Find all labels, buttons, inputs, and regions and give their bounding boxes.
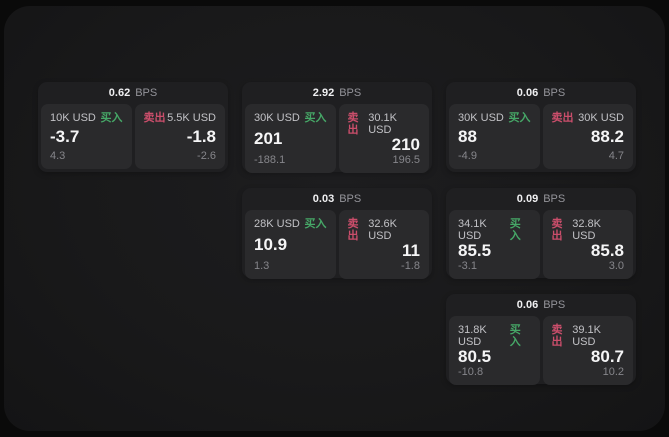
- buy-delta: -188.1: [254, 154, 286, 166]
- bps-value: 0.06: [516, 299, 539, 311]
- bps-unit-label: BPS: [339, 87, 362, 99]
- buy-panel[interactable]: 31.8K USD 买入 80.5 -10.8: [449, 316, 540, 385]
- buy-amount: 30K USD: [458, 112, 504, 124]
- buy-side-label: 买入: [508, 112, 531, 124]
- sell-delta: 10.2: [602, 366, 624, 378]
- quote-card: 0.09 BPS 34.1K USD 买入 85.5 -3.1 卖出 32.8K…: [446, 188, 636, 279]
- buy-panel[interactable]: 34.1K USD 买入 85.5 -3.1: [449, 210, 540, 279]
- sell-side-label: 卖出: [347, 218, 359, 242]
- sell-panel[interactable]: 卖出 30K USD 88.2 4.7: [542, 104, 633, 169]
- sell-amount: 32.6K USD: [368, 218, 397, 242]
- sell-delta: -1.8: [401, 260, 420, 272]
- quote-card: 0.06 BPS 30K USD 买入 88 -4.9 卖出 30K USD 8…: [446, 82, 636, 172]
- buy-amount: 31.8K USD: [458, 324, 487, 348]
- bps-header: 0.06 BPS: [446, 82, 636, 104]
- bps-unit-label: BPS: [543, 87, 566, 99]
- buy-delta: -10.8: [458, 366, 484, 378]
- sell-price: 85.8: [590, 241, 624, 260]
- bps-value: 0.06: [516, 87, 539, 99]
- sell-delta: -2.6: [197, 150, 216, 162]
- buy-delta: -3.1: [458, 260, 477, 272]
- buy-amount: 28K USD: [254, 218, 300, 230]
- buy-amount: 34.1K USD: [458, 218, 487, 242]
- sell-side-label: 卖出: [551, 112, 574, 124]
- sell-amount: 30K USD: [578, 112, 624, 124]
- bps-value: 2.92: [312, 87, 335, 99]
- bps-header: 0.09 BPS: [446, 188, 636, 210]
- buy-price: -3.7: [50, 127, 80, 146]
- bps-unit-label: BPS: [135, 87, 158, 99]
- buy-side-label: 买入: [509, 324, 521, 348]
- sell-price: 11: [402, 241, 420, 260]
- sell-amount: 30.1K USD: [368, 112, 397, 136]
- bps-value: 0.03: [312, 193, 335, 205]
- bps-value: 0.62: [108, 87, 131, 99]
- sell-side-label: 卖出: [143, 112, 166, 124]
- buy-panel[interactable]: 30K USD 买入 88 -4.9: [449, 104, 540, 169]
- sell-side-label: 卖出: [347, 112, 359, 136]
- sell-delta: 196.5: [392, 154, 420, 166]
- quote-card: 2.92 BPS 30K USD 买入 201 -188.1 卖出 30.1K …: [242, 82, 432, 173]
- sell-price: 88.2: [590, 127, 624, 146]
- bps-header: 2.92 BPS: [242, 82, 432, 104]
- sell-panel[interactable]: 卖出 32.8K USD 85.8 3.0: [542, 210, 633, 279]
- quote-card-grid: 0.62 BPS 10K USD 买入 -3.7 4.3 卖出 5.5K USD…: [38, 82, 636, 385]
- sell-panel[interactable]: 卖出 32.6K USD 11 -1.8: [338, 210, 429, 279]
- bps-header: 0.62 BPS: [38, 82, 228, 104]
- sell-price: 80.7: [590, 347, 624, 366]
- buy-panel[interactable]: 28K USD 买入 10.9 1.3: [245, 210, 336, 279]
- sell-amount: 32.8K USD: [572, 218, 601, 242]
- sell-amount: 39.1K USD: [572, 324, 601, 348]
- quote-card: 0.03 BPS 28K USD 买入 10.9 1.3 卖出 32.6K US…: [242, 188, 432, 279]
- sell-panel[interactable]: 卖出 39.1K USD 80.7 10.2: [542, 316, 633, 385]
- buy-amount: 30K USD: [254, 112, 300, 124]
- buy-price: 88: [458, 127, 477, 146]
- bps-header: 0.06 BPS: [446, 294, 636, 316]
- buy-price: 80.5: [458, 347, 492, 366]
- sell-delta: 3.0: [608, 260, 624, 272]
- bps-header: 0.03 BPS: [242, 188, 432, 210]
- buy-side-label: 买入: [509, 218, 521, 242]
- buy-side-label: 买入: [100, 112, 123, 124]
- sell-price: -1.8: [186, 127, 216, 146]
- buy-price: 85.5: [458, 241, 492, 260]
- buy-price: 201: [254, 129, 283, 148]
- sell-panel[interactable]: 卖出 30.1K USD 210 196.5: [338, 104, 429, 173]
- buy-delta: -4.9: [458, 150, 477, 162]
- sell-price: 210: [391, 135, 420, 154]
- buy-panel[interactable]: 10K USD 买入 -3.7 4.3: [41, 104, 132, 169]
- sell-amount: 5.5K USD: [167, 112, 216, 124]
- bps-unit-label: BPS: [543, 299, 566, 311]
- bps-value: 0.09: [516, 193, 539, 205]
- buy-delta: 1.3: [254, 260, 270, 272]
- sell-delta: 4.7: [608, 150, 624, 162]
- quote-card: 0.62 BPS 10K USD 买入 -3.7 4.3 卖出 5.5K USD…: [38, 82, 228, 172]
- buy-amount: 10K USD: [50, 112, 96, 124]
- sell-panel[interactable]: 卖出 5.5K USD -1.8 -2.6: [134, 104, 225, 169]
- sell-side-label: 卖出: [551, 324, 563, 348]
- buy-delta: 4.3: [50, 150, 66, 162]
- sell-side-label: 卖出: [551, 218, 563, 242]
- buy-side-label: 买入: [304, 218, 327, 230]
- bps-unit-label: BPS: [543, 193, 566, 205]
- bps-unit-label: BPS: [339, 193, 362, 205]
- buy-side-label: 买入: [304, 112, 327, 124]
- quote-card: 0.06 BPS 31.8K USD 买入 80.5 -10.8 卖出 39.1…: [446, 294, 636, 385]
- buy-price: 10.9: [254, 235, 288, 254]
- buy-panel[interactable]: 30K USD 买入 201 -188.1: [245, 104, 336, 173]
